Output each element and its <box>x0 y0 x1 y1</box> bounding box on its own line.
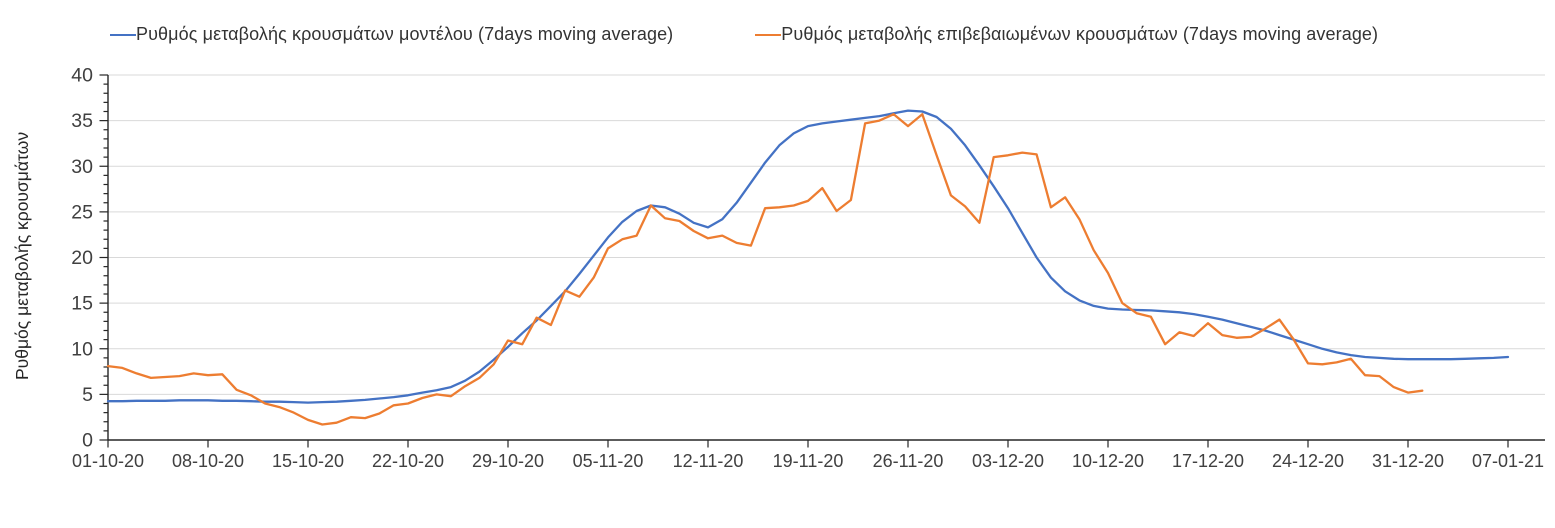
legend-item-confirmed: Ρυθμός μεταβολής επιβεβαιωμένων κρουσμάτ… <box>755 24 1378 45</box>
legend-label-confirmed: Ρυθμός μεταβολής επιβεβαιωμένων κρουσμάτ… <box>781 24 1379 44</box>
legend-item-model: Ρυθμός μεταβολής κρουσμάτων μοντέλου (7d… <box>110 24 673 45</box>
y-tick-label: 20 <box>71 247 93 269</box>
x-tick-label: 03-12-20 <box>972 451 1044 471</box>
x-tick-label: 10-12-20 <box>1072 451 1144 471</box>
x-tick-label: 19-11-20 <box>773 451 844 471</box>
x-tick-label: 24-12-20 <box>1272 451 1344 471</box>
y-tick-label: 5 <box>82 384 93 406</box>
y-tick-label: 25 <box>71 201 93 223</box>
x-tick-label: 22-10-20 <box>372 451 444 471</box>
x-tick-label: 07-01-21 <box>1472 451 1544 471</box>
x-tick-label: 15-10-20 <box>272 451 344 471</box>
x-tick-label: 17-12-20 <box>1172 451 1244 471</box>
y-tick-label: 0 <box>82 430 93 452</box>
x-tick-label: 29-10-20 <box>472 451 544 471</box>
x-tick-label: 01-10-20 <box>72 451 144 471</box>
y-tick-label: 35 <box>71 110 93 132</box>
series-line-confirmed <box>106 113 1424 426</box>
x-tick-label: 08-10-20 <box>172 451 244 471</box>
legend-line-swatch-confirmed <box>755 33 782 36</box>
legend-line-swatch-model <box>110 33 136 36</box>
y-tick-label: 15 <box>71 293 93 315</box>
y-tick-label: 40 <box>71 65 93 87</box>
x-tick-label: 05-11-20 <box>573 451 644 471</box>
x-tick-label: 12-11-20 <box>673 451 744 471</box>
series-line-model <box>106 109 1510 404</box>
x-tick-label: 26-11-20 <box>873 451 944 471</box>
y-tick-label: 10 <box>71 338 93 360</box>
chart-legend: Ρυθμός μεταβολής κρουσμάτων μοντέλου (7d… <box>110 24 1378 45</box>
legend-label-model: Ρυθμός μεταβολής κρουσμάτων μοντέλου (7d… <box>136 24 674 44</box>
y-tick-label: 30 <box>71 156 93 178</box>
x-tick-label: 31-12-20 <box>1372 451 1444 471</box>
